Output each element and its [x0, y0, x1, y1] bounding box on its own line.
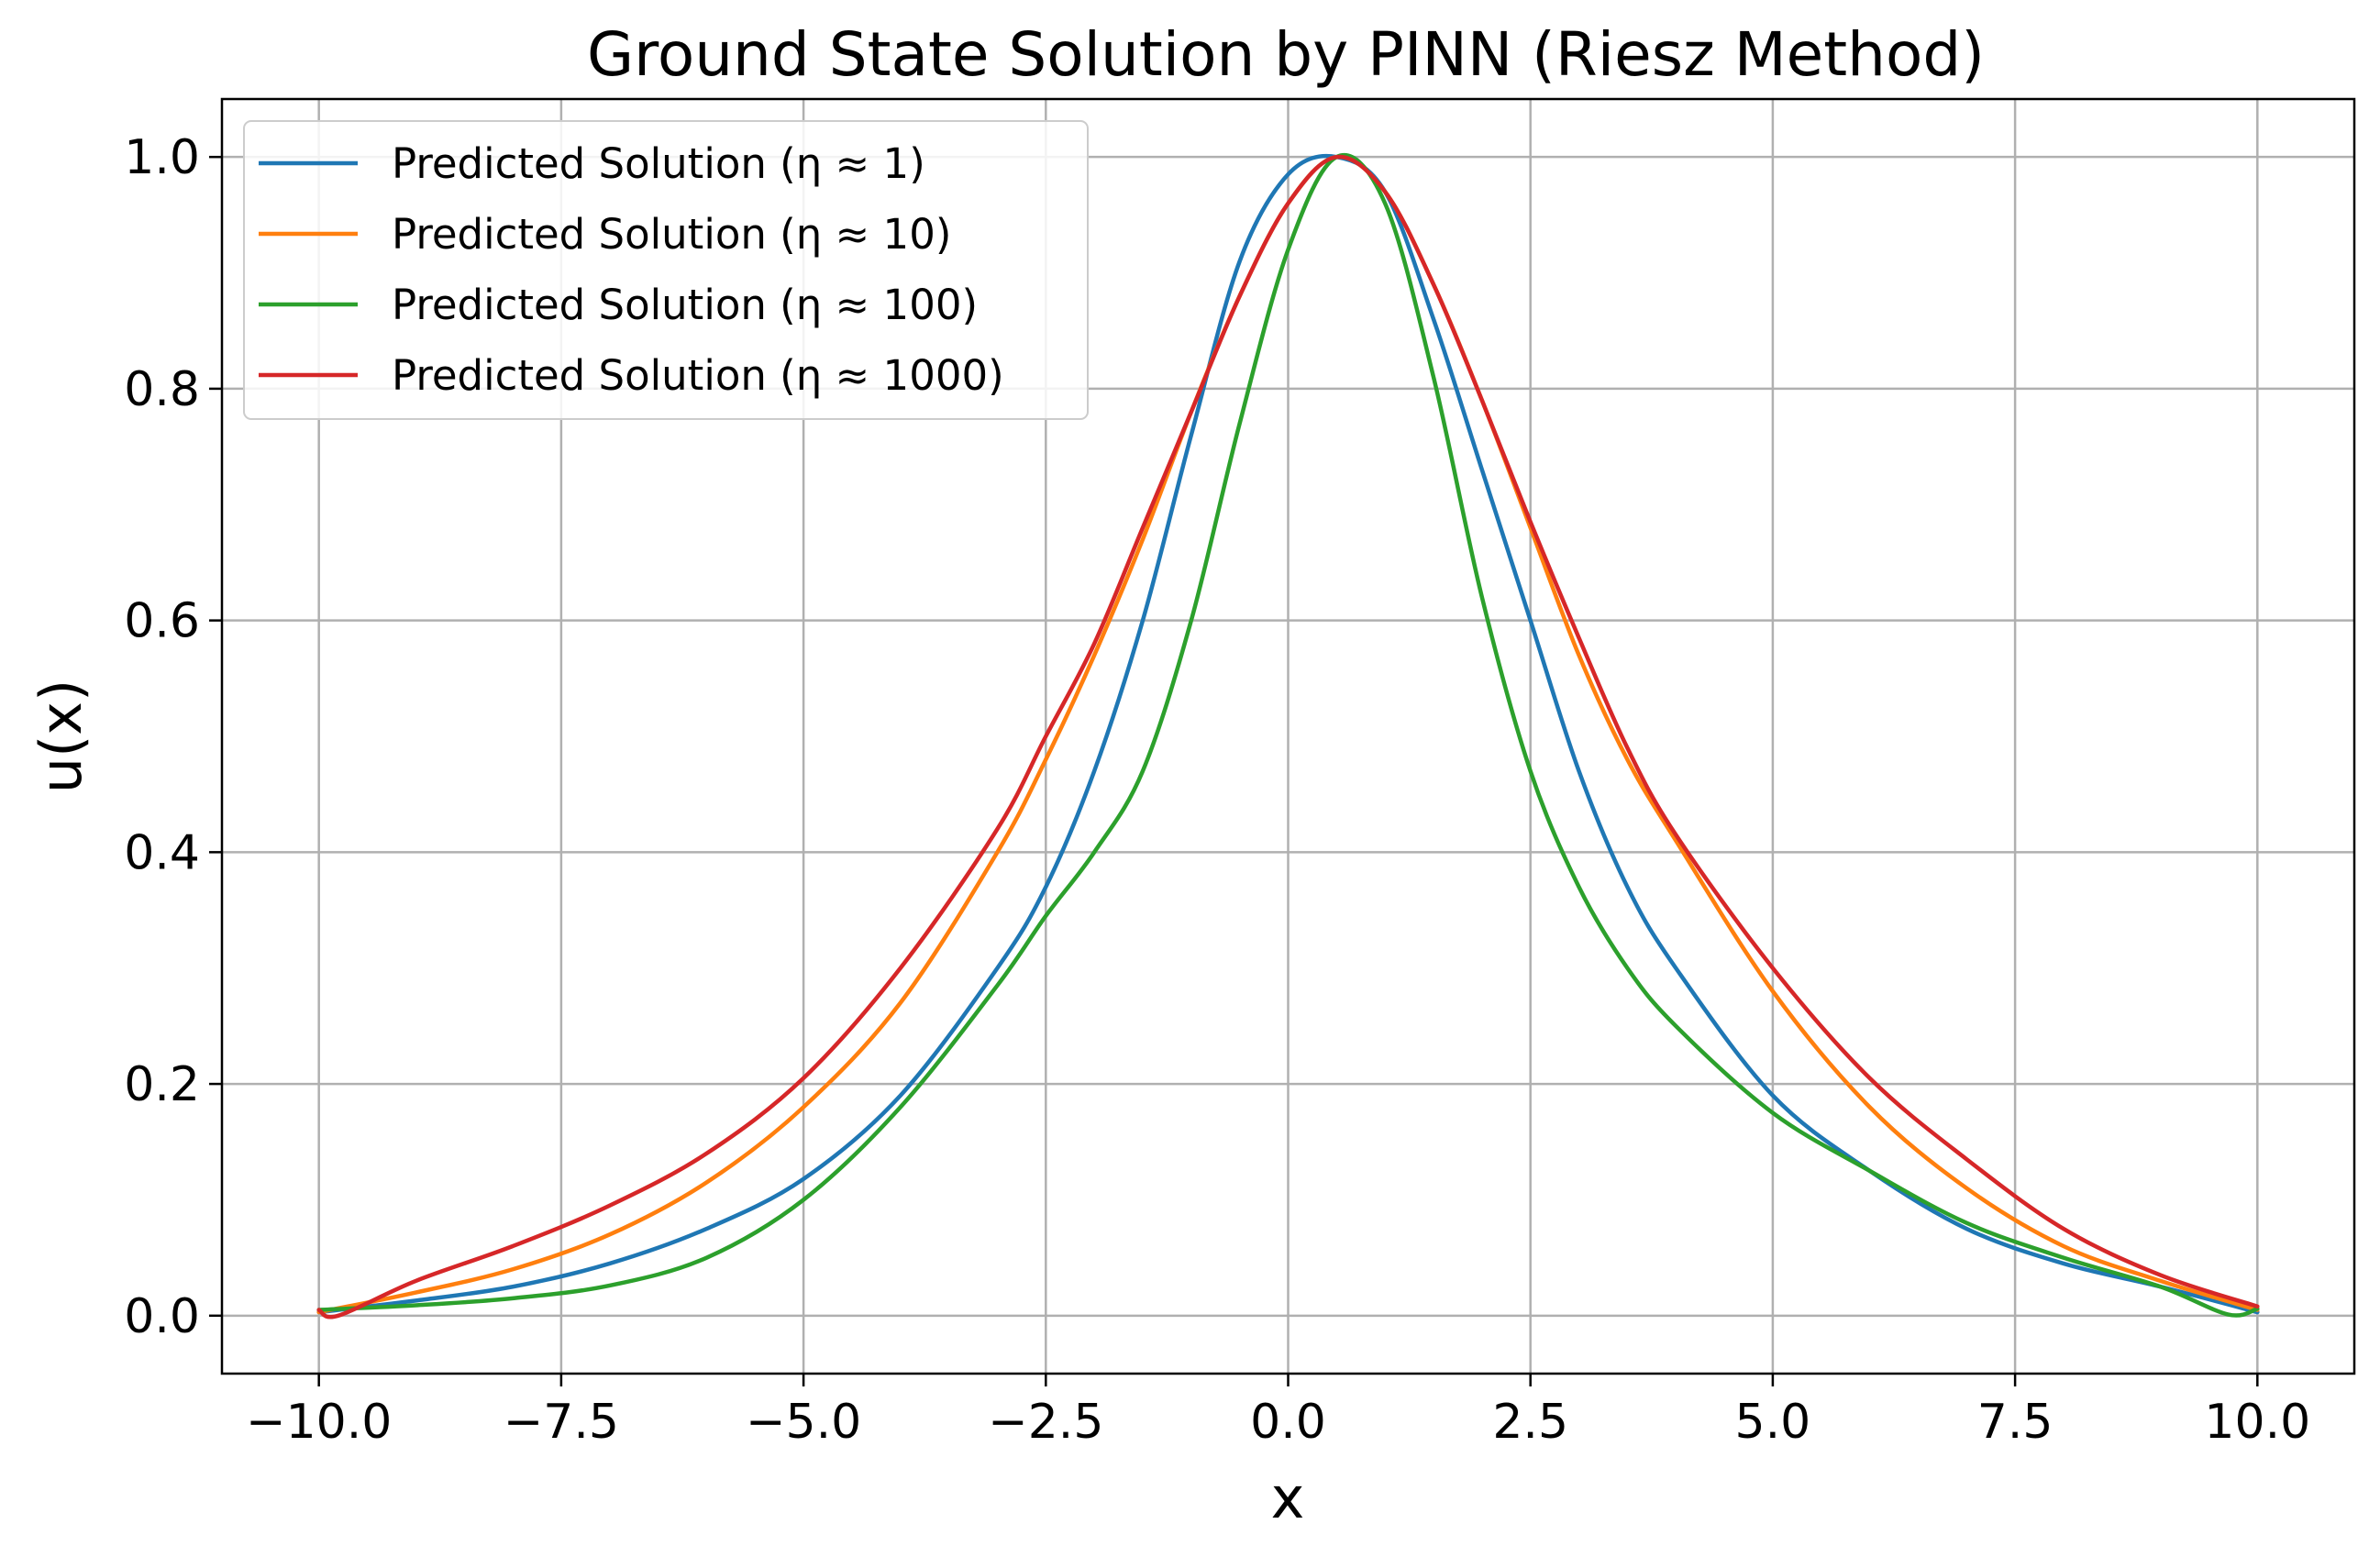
y-tick-label: 1.0 — [124, 130, 200, 185]
x-tick-label: −10.0 — [246, 1395, 392, 1450]
legend-label-4: Predicted Solution (η ≈ 1000) — [392, 351, 1004, 400]
legend: Predicted Solution (η ≈ 1) Predicted Solu… — [243, 120, 1089, 420]
y-tick-label: 0.0 — [124, 1289, 200, 1344]
x-tick-label: −5.0 — [746, 1395, 861, 1450]
x-tick-label: 5.0 — [1735, 1395, 1811, 1450]
x-tick-label: 0.0 — [1250, 1395, 1326, 1450]
legend-label-3: Predicted Solution (η ≈ 100) — [392, 281, 978, 329]
y-tick-label: 0.2 — [124, 1057, 200, 1112]
chart-title: Ground State Solution by PINN (Riesz Met… — [587, 19, 1985, 90]
x-tick-label: −7.5 — [504, 1395, 619, 1450]
series-line-3 — [316, 153, 2260, 1318]
x-tick-label: 2.5 — [1492, 1395, 1568, 1450]
x-axis-label: x — [1271, 1464, 1305, 1531]
series-layer — [316, 153, 2260, 1320]
y-tick-label: 0.6 — [124, 594, 200, 649]
y-axis-label: u(x) — [28, 679, 94, 793]
x-tick-label: −2.5 — [988, 1395, 1103, 1450]
x-tick-label: 10.0 — [2204, 1395, 2310, 1450]
y-tick-label: 0.8 — [124, 362, 200, 417]
legend-label-2: Predicted Solution (η ≈ 10) — [392, 210, 951, 259]
series-line-4 — [316, 154, 2260, 1320]
y-tick-label: 0.4 — [124, 825, 200, 880]
x-tick-label: 7.5 — [1977, 1395, 2053, 1450]
axis-ticks: −10.0 −7.5 −5.0 −2.5 0.0 2.5 5.0 7.5 10.0 0.0 0.2 0… — [124, 130, 2310, 1450]
series-line-1 — [316, 153, 2260, 1315]
legend-frame — [243, 120, 1089, 420]
legend-label-1: Predicted Solution (η ≈ 1) — [392, 139, 925, 188]
